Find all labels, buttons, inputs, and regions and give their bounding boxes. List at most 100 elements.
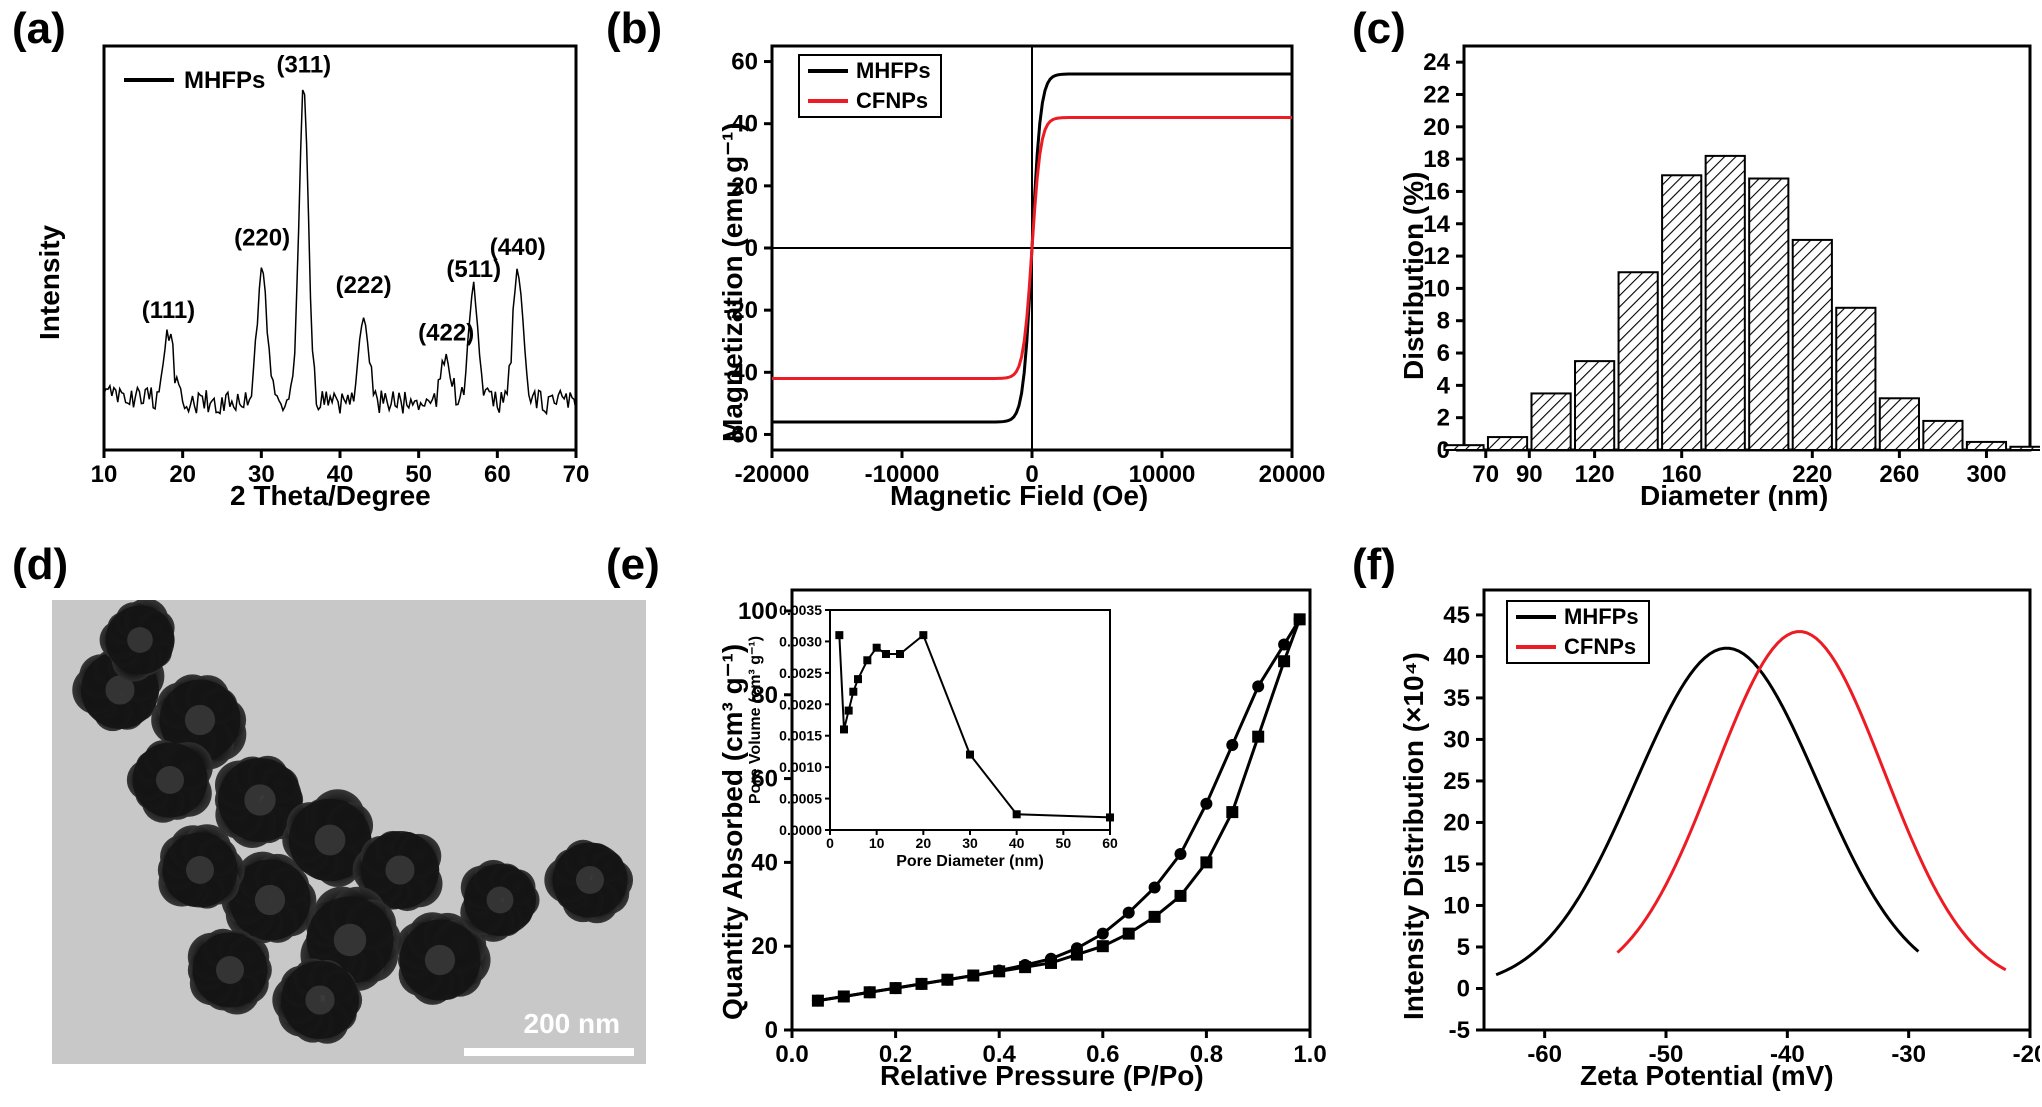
- panel-c-plot: 0246810121416182022247090120160220260300: [1360, 0, 2040, 540]
- svg-text:90: 90: [1516, 461, 1543, 488]
- svg-text:0.0010: 0.0010: [779, 759, 822, 775]
- panel-f: Intensity Distribution (×10⁴) Zeta Poten…: [1360, 540, 2040, 1100]
- svg-text:0.0025: 0.0025: [779, 665, 822, 681]
- svg-text:10: 10: [1443, 892, 1470, 919]
- svg-text:24: 24: [1423, 49, 1450, 76]
- legend-swatch: [1516, 645, 1556, 649]
- legend-item: MHFPs: [800, 56, 940, 86]
- panel-b-ylabel: Magnetization (emu g⁻¹): [716, 122, 749, 442]
- svg-text:120: 120: [1575, 461, 1615, 488]
- svg-text:4: 4: [1437, 372, 1451, 399]
- svg-text:300: 300: [1966, 461, 2006, 488]
- svg-text:40: 40: [751, 849, 778, 876]
- scalebar-label: 200 nm: [524, 1008, 621, 1040]
- svg-text:20: 20: [916, 835, 932, 851]
- panel-c-ylabel: Distribution (%): [1398, 172, 1430, 380]
- svg-text:70: 70: [563, 461, 590, 488]
- svg-text:40: 40: [1443, 643, 1470, 670]
- panel-e-xlabel: Relative Pressure (P/Po): [880, 1060, 1204, 1092]
- svg-text:20: 20: [169, 461, 196, 488]
- svg-text:30: 30: [1443, 726, 1470, 753]
- panel-c: Distribution (%) Diameter (nm) 024681012…: [1360, 0, 2040, 540]
- svg-text:-30: -30: [1891, 1041, 1926, 1068]
- legend-text: CFNPs: [1564, 634, 1636, 660]
- panel-e: Quantity Absorbed (cm³ g⁻¹) Relative Pre…: [680, 540, 1360, 1100]
- svg-text:0: 0: [826, 835, 834, 851]
- svg-text:15: 15: [1443, 851, 1470, 878]
- svg-text:0.0015: 0.0015: [779, 728, 822, 744]
- legend-text: CFNPs: [856, 88, 928, 114]
- svg-text:22: 22: [1423, 81, 1450, 108]
- svg-text:45: 45: [1443, 602, 1470, 629]
- svg-text:40: 40: [1009, 835, 1025, 851]
- svg-text:70: 70: [1472, 461, 1499, 488]
- panel-e-plot: 0.00.20.40.60.81.00204060801000102030405…: [680, 540, 1360, 1100]
- svg-text:0.0035: 0.0035: [779, 602, 822, 618]
- panel-a: Intensity 2 Theta/Degree 10203040506070(…: [0, 0, 680, 540]
- svg-text:-20: -20: [2013, 1041, 2040, 1068]
- svg-text:0.0005: 0.0005: [779, 791, 822, 807]
- svg-text:10: 10: [91, 461, 118, 488]
- svg-text:0.0030: 0.0030: [779, 633, 822, 649]
- panel-f-ylabel: Intensity Distribution (×10⁴): [1398, 652, 1430, 1020]
- svg-text:60: 60: [1102, 835, 1118, 851]
- svg-text:(422): (422): [418, 319, 474, 346]
- scalebar-bar: [464, 1048, 634, 1056]
- panel-f-legend: MHFPs CFNPs: [1506, 600, 1650, 664]
- legend-swatch: [808, 99, 848, 103]
- svg-text:18: 18: [1423, 146, 1450, 173]
- svg-text:(311): (311): [276, 51, 331, 78]
- panel-f-xlabel: Zeta Potential (mV): [1580, 1060, 1834, 1092]
- svg-text:0: 0: [1457, 975, 1470, 1002]
- legend-item: CFNPs: [1508, 632, 1648, 662]
- svg-text:5: 5: [1457, 934, 1470, 961]
- svg-text:(220): (220): [234, 225, 290, 252]
- svg-text:-5: -5: [1449, 1017, 1470, 1044]
- svg-text:Pore Diameter (nm): Pore Diameter (nm): [896, 853, 1044, 870]
- svg-text:0.0000: 0.0000: [779, 822, 822, 838]
- legend-text: MHFPs: [856, 58, 931, 84]
- panel-c-xlabel: Diameter (nm): [1640, 480, 1828, 512]
- svg-text:0.0020: 0.0020: [779, 696, 822, 712]
- svg-text:10: 10: [869, 835, 885, 851]
- panel-b-plot: -20000-1000001000020000-60-40-200204060: [680, 0, 1360, 540]
- svg-text:0: 0: [765, 1017, 778, 1044]
- svg-text:260: 260: [1879, 461, 1919, 488]
- svg-text:8: 8: [1437, 308, 1450, 335]
- svg-text:Pore Volume (cm³ g⁻¹): Pore Volume (cm³ g⁻¹): [747, 636, 764, 804]
- svg-text:60: 60: [484, 461, 511, 488]
- svg-text:-60: -60: [1527, 1041, 1562, 1068]
- svg-text:(111): (111): [142, 297, 195, 324]
- svg-text:35: 35: [1443, 685, 1470, 712]
- svg-text:6: 6: [1437, 340, 1450, 367]
- svg-text:60: 60: [731, 49, 758, 76]
- panel-e-ylabel: Quantity Absorbed (cm³ g⁻¹): [716, 644, 749, 1020]
- svg-text:20: 20: [1443, 809, 1470, 836]
- figure-root: (a) (b) (c) (d) (e) (f) Intensity 2 Thet…: [0, 0, 2042, 1107]
- svg-text:2: 2: [1437, 405, 1450, 432]
- svg-text:20: 20: [1423, 114, 1450, 141]
- svg-text:-20000: -20000: [735, 461, 810, 488]
- svg-text:(222): (222): [336, 272, 392, 299]
- panel-d: 200 nm: [0, 540, 680, 1100]
- svg-text:0.0: 0.0: [775, 1041, 808, 1068]
- svg-text:20000: 20000: [1259, 461, 1326, 488]
- panel-b: Magnetization (emu g⁻¹) Magnetic Field (…: [680, 0, 1360, 540]
- panel-f-plot: -60-50-40-30-20-5051015202530354045: [1360, 540, 2040, 1100]
- panel-b-legend: MHFPs CFNPs: [798, 54, 942, 118]
- svg-text:1.0: 1.0: [1293, 1041, 1326, 1068]
- svg-text:50: 50: [1056, 835, 1072, 851]
- legend-swatch: [1516, 615, 1556, 619]
- svg-text:25: 25: [1443, 768, 1470, 795]
- svg-text:100: 100: [738, 598, 778, 625]
- svg-text:(440): (440): [490, 234, 546, 261]
- panel-a-ylabel: Intensity: [34, 225, 66, 340]
- legend-swatch: [808, 69, 848, 73]
- legend-item: MHFPs: [1508, 602, 1648, 632]
- panel-b-xlabel: Magnetic Field (Oe): [890, 480, 1148, 512]
- svg-text:MHFPs: MHFPs: [184, 67, 265, 94]
- panel-a-plot: 10203040506070(111)(220)(311)(222)(422)(…: [0, 0, 680, 540]
- svg-text:20: 20: [751, 933, 778, 960]
- panel-a-xlabel: 2 Theta/Degree: [230, 480, 431, 512]
- svg-text:30: 30: [962, 835, 978, 851]
